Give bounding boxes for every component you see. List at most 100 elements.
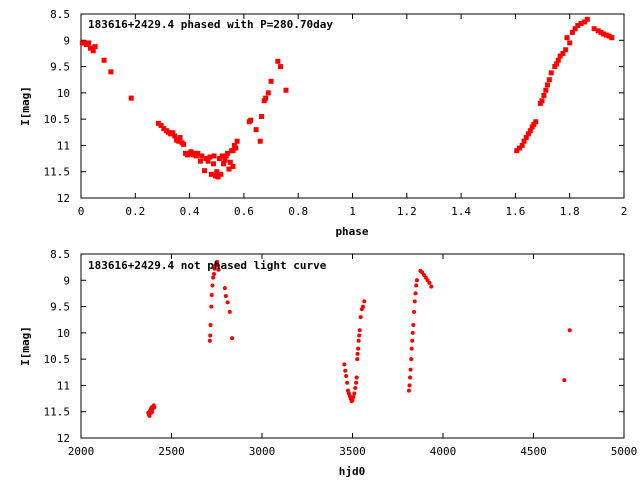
data-point [219, 153, 225, 159]
data-point [562, 378, 567, 383]
x-tick-label: 0.2 [125, 205, 145, 218]
data-point [263, 95, 269, 101]
data-point [409, 346, 414, 351]
data-point [265, 90, 271, 96]
x-tick-label: 0.8 [288, 205, 308, 218]
data-point [193, 153, 199, 159]
data-point [429, 284, 434, 289]
data-point [208, 333, 213, 338]
data-point [155, 120, 161, 126]
data-point [344, 373, 349, 378]
data-point [210, 283, 215, 288]
data-point [523, 135, 529, 141]
y-tick-label: 9.5 [50, 301, 70, 314]
data-point [584, 16, 590, 22]
data-point [575, 23, 581, 29]
data-point [152, 405, 157, 410]
data-point [218, 171, 224, 177]
data-point [414, 278, 419, 283]
data-points [79, 16, 615, 180]
data-point [539, 98, 545, 104]
data-point [591, 26, 597, 32]
data-point [354, 375, 359, 380]
data-point [161, 126, 167, 132]
y-tick-label: 11 [57, 139, 70, 152]
data-point [527, 128, 533, 134]
data-point [227, 309, 232, 314]
data-point [413, 291, 418, 296]
data-point [554, 61, 560, 67]
data-point [521, 138, 527, 144]
data-point [560, 50, 566, 56]
data-point [555, 57, 561, 63]
data-point [552, 64, 558, 70]
data-point [283, 87, 289, 93]
data-point [92, 44, 98, 50]
data-point [355, 357, 360, 362]
data-point [88, 45, 94, 51]
data-point [212, 266, 217, 271]
data-point [199, 153, 205, 159]
data-point [609, 35, 615, 41]
data-point [572, 26, 578, 32]
data-point [212, 173, 218, 179]
x-tick-label: 1.2 [397, 205, 417, 218]
data-point [210, 161, 216, 167]
data-point [411, 322, 416, 327]
data-point [352, 391, 357, 396]
data-point [90, 48, 96, 54]
tick-layer: 0 0.2 0.4 0.6 0.8 1 1.2 1.4 1.6 1.8 2 8.5 9 9.5 10 10.5… [44, 8, 628, 218]
x-tick-label: 2000 [68, 445, 95, 458]
y-tick-label: 10.5 [44, 113, 71, 126]
data-point [353, 386, 358, 391]
data-point [128, 95, 134, 101]
data-point [211, 275, 216, 280]
x-tick-label: 0 [78, 205, 85, 218]
data-point [248, 117, 254, 123]
data-point [216, 156, 222, 162]
data-point [343, 368, 348, 373]
data-point [230, 148, 236, 154]
data-point [350, 398, 355, 403]
data-point [598, 29, 604, 35]
data-point [209, 293, 214, 298]
data-point [202, 168, 208, 174]
data-point [197, 158, 203, 164]
data-point [563, 47, 569, 53]
data-point [172, 133, 178, 139]
data-point [564, 35, 570, 41]
data-point [231, 142, 237, 148]
data-point [86, 40, 92, 46]
data-point [351, 394, 356, 399]
data-point [158, 122, 164, 128]
data-point [569, 29, 575, 35]
x-axis-label: hjd0 [339, 465, 366, 478]
data-point [356, 338, 361, 343]
data-point [150, 409, 155, 414]
data-point [548, 70, 554, 76]
data-point [253, 127, 259, 133]
data-point [345, 380, 350, 385]
data-point [147, 413, 152, 418]
data-point [177, 135, 183, 141]
data-point [208, 322, 213, 327]
data-point [226, 166, 232, 172]
data-points [146, 259, 572, 418]
data-point [606, 33, 612, 39]
y-tick-label: 12 [57, 192, 70, 205]
chart-title: 183616+2429.4 not phased light curve [88, 259, 327, 272]
data-point [207, 338, 212, 343]
data-point [408, 375, 413, 380]
x-tick-label: 0.6 [234, 205, 254, 218]
data-point [211, 153, 217, 159]
data-point [514, 148, 520, 154]
y-tick-label: 10.5 [44, 353, 71, 366]
y-tick-label: 9 [63, 34, 70, 47]
data-point [268, 78, 274, 84]
data-point [278, 64, 284, 70]
data-point [227, 159, 233, 165]
data-point [208, 171, 214, 177]
data-point [257, 138, 263, 144]
